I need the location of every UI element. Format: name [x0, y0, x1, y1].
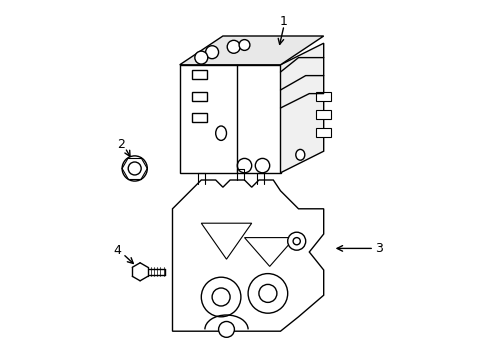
Circle shape	[205, 46, 218, 59]
Circle shape	[128, 162, 141, 175]
Polygon shape	[172, 180, 323, 331]
Circle shape	[237, 158, 251, 173]
Circle shape	[247, 274, 287, 313]
Bar	[192, 92, 206, 101]
Circle shape	[122, 156, 147, 181]
Ellipse shape	[295, 149, 304, 160]
Text: 2: 2	[117, 138, 125, 150]
Circle shape	[201, 277, 241, 317]
Polygon shape	[280, 43, 323, 173]
Circle shape	[287, 232, 305, 250]
Bar	[316, 92, 330, 101]
Text: 3: 3	[375, 242, 383, 255]
Circle shape	[218, 321, 234, 337]
Bar	[192, 70, 206, 79]
Circle shape	[212, 288, 230, 306]
Circle shape	[239, 40, 249, 50]
Circle shape	[194, 51, 207, 64]
Bar	[316, 110, 330, 119]
Circle shape	[292, 238, 300, 245]
Circle shape	[227, 40, 240, 53]
Ellipse shape	[215, 126, 226, 140]
Polygon shape	[179, 36, 323, 65]
Circle shape	[255, 158, 269, 173]
Text: 4: 4	[114, 244, 122, 257]
Bar	[316, 128, 330, 137]
Circle shape	[258, 284, 276, 302]
Text: 1: 1	[280, 15, 287, 28]
Bar	[192, 113, 206, 122]
Polygon shape	[179, 65, 280, 173]
